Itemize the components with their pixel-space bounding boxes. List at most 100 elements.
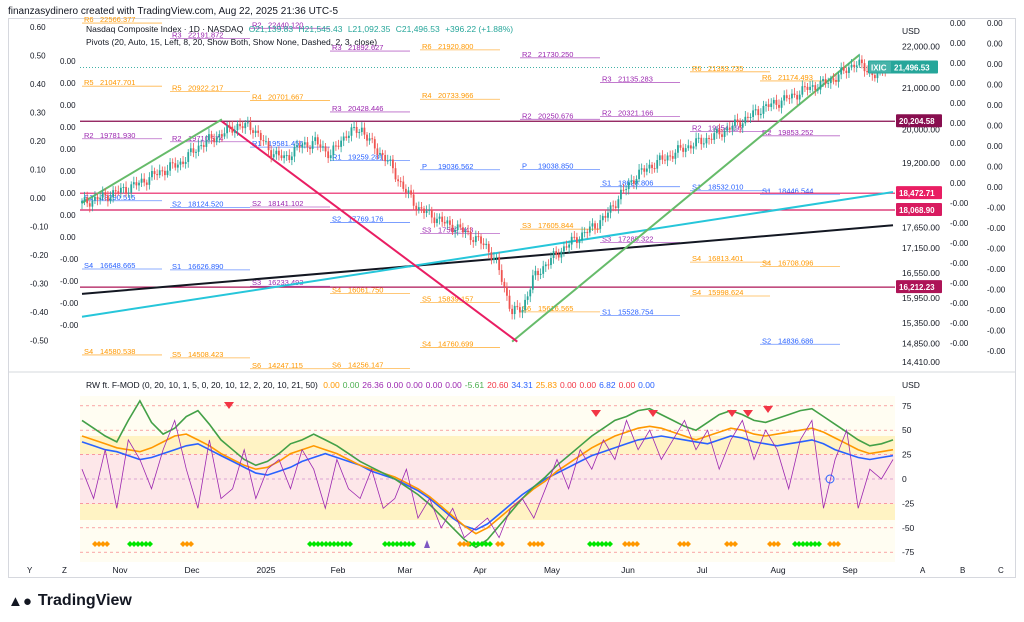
candle-body <box>358 132 361 134</box>
right-axis-b-tick: 0.00 <box>987 183 1003 192</box>
price-tag-value: 18,068.90 <box>899 206 935 215</box>
close-value: C21,496.53 <box>395 24 440 34</box>
candle-body <box>718 128 721 135</box>
left-axis-tick: 0.00 <box>30 194 46 203</box>
candle-body <box>853 64 856 67</box>
osc-series-blue <box>81 435 894 531</box>
candle-body <box>353 126 355 128</box>
candle-body <box>156 174 159 176</box>
price-tag-value: 20,204.58 <box>899 117 935 126</box>
trend-line-cyan <box>81 191 894 318</box>
neutral-marker <box>634 541 640 547</box>
price-tag-box <box>896 114 942 128</box>
candle-body <box>653 168 656 170</box>
right-axis-a-tick: -0.00 <box>950 299 969 308</box>
bull-marker <box>410 541 416 547</box>
osc-axis-tick: -25 <box>902 498 915 508</box>
candle-body <box>682 147 685 152</box>
pivot-tag: S1 <box>602 179 611 188</box>
candle-body <box>495 256 498 258</box>
candle-body <box>666 155 669 161</box>
price-tick: 17,650.00 <box>902 222 940 232</box>
pivot-value: 15998.624 <box>708 288 743 297</box>
candle-body <box>195 151 197 153</box>
candle-body <box>645 168 648 172</box>
candle-body <box>791 93 793 99</box>
right-axis-a-tick: -0.00 <box>950 339 969 348</box>
left-axis-tick: 0.50 <box>30 52 46 61</box>
osc-legend-value: 0.00 <box>579 380 597 390</box>
candle-body <box>796 94 799 100</box>
candle-body <box>568 244 571 248</box>
right-axis-a-tick: -0.00 <box>950 239 969 248</box>
candle-body <box>208 134 210 141</box>
candle-body <box>770 103 773 107</box>
bear-signal-marker <box>648 410 658 417</box>
candle-body <box>187 152 190 162</box>
candle-body <box>840 67 843 75</box>
bull-marker <box>406 541 412 547</box>
time-tick: Aug <box>770 565 785 575</box>
osc-legend-value: 26.36 <box>362 380 384 390</box>
bear-signal-marker <box>591 410 601 417</box>
pivot-tag: R1 <box>252 139 262 148</box>
neutral-marker <box>775 541 781 547</box>
candle-body <box>565 246 568 248</box>
neutral-marker <box>767 541 773 547</box>
neutral-marker <box>827 541 833 547</box>
candle-body <box>182 161 184 164</box>
candle-body <box>117 191 120 193</box>
candle-body <box>477 236 480 238</box>
pivot-tag: S2 <box>332 214 341 223</box>
pivot-value: 17769.176 <box>348 214 383 223</box>
candle-body <box>86 197 89 204</box>
candle-body <box>752 110 754 117</box>
candle-body <box>482 243 485 246</box>
main-pane[interactable] <box>80 20 895 372</box>
time-tick: Apr <box>473 565 486 575</box>
pivot-value: 20321.166 <box>618 108 653 117</box>
bull-marker <box>479 541 485 547</box>
candle-body <box>288 155 291 161</box>
price-tick: 16,550.00 <box>902 268 940 278</box>
candle-body <box>744 116 747 124</box>
candle-body <box>469 232 472 241</box>
candle-body <box>762 105 765 114</box>
time-tick: 2025 <box>257 565 276 575</box>
right-axis-b-tick: -0.00 <box>987 306 1006 315</box>
left-axis-tick: -0.30 <box>30 280 49 289</box>
right-axis-a-tick: 0.00 <box>950 59 966 68</box>
neutral-marker <box>622 541 628 547</box>
pivot-value: 17605.844 <box>538 221 573 230</box>
price-tick: 15,350.00 <box>902 318 940 328</box>
pivot-tag: S3 <box>252 278 261 287</box>
candle-body <box>500 270 503 282</box>
osc-legend-value: 34.31 <box>511 380 533 390</box>
candle-body <box>529 289 532 297</box>
corner-letter: B <box>960 566 965 575</box>
candle-body <box>449 220 451 225</box>
candle-body <box>757 109 760 116</box>
candle-body <box>723 130 726 137</box>
candle-body <box>246 122 249 124</box>
price-tags: IXIC 21,496.53 20,204.58 18,472.71 18,068.90… <box>868 60 942 294</box>
candle-body <box>591 223 594 227</box>
pivot-value: 18290.515 <box>100 193 135 202</box>
candle-body <box>783 95 786 101</box>
candle-body <box>827 83 830 85</box>
candle-body <box>866 71 868 73</box>
candle-body <box>552 251 555 258</box>
neutral-marker <box>539 541 545 547</box>
candle-body <box>612 205 615 207</box>
candle-body <box>239 123 241 127</box>
pivot-value: 20428.446 <box>348 104 383 113</box>
pivot-value: 15616.565 <box>538 304 573 313</box>
candle-body <box>555 251 558 255</box>
candle-body <box>119 187 122 193</box>
candle-body <box>109 197 112 202</box>
bull-marker <box>339 541 345 547</box>
time-tick: May <box>544 565 561 575</box>
candle-body <box>863 63 866 72</box>
right-axis-a-tick: 0.00 <box>950 159 966 168</box>
